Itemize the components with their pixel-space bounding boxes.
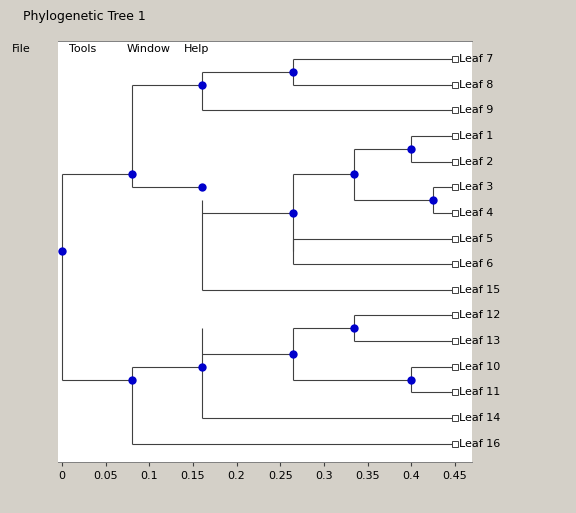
Text: Leaf 7: Leaf 7 — [459, 54, 494, 64]
Text: Leaf 15: Leaf 15 — [459, 285, 501, 295]
Text: Leaf 16: Leaf 16 — [459, 439, 501, 449]
Text: Leaf 4: Leaf 4 — [459, 208, 494, 218]
Text: Leaf 9: Leaf 9 — [459, 105, 494, 115]
Text: Leaf 2: Leaf 2 — [459, 156, 494, 167]
Text: Leaf 12: Leaf 12 — [459, 310, 501, 321]
Text: Tools: Tools — [69, 44, 96, 54]
Text: Help: Help — [184, 44, 210, 54]
Text: Leaf 13: Leaf 13 — [459, 336, 501, 346]
Text: Leaf 14: Leaf 14 — [459, 413, 501, 423]
Text: Leaf 5: Leaf 5 — [459, 233, 494, 244]
Text: Leaf 1: Leaf 1 — [459, 131, 494, 141]
Text: Window: Window — [127, 44, 170, 54]
Text: Leaf 6: Leaf 6 — [459, 259, 494, 269]
Text: Leaf 3: Leaf 3 — [459, 182, 494, 192]
Text: Leaf 10: Leaf 10 — [459, 362, 501, 372]
Text: File: File — [12, 44, 31, 54]
Text: Phylogenetic Tree 1: Phylogenetic Tree 1 — [23, 10, 146, 23]
Text: Leaf 8: Leaf 8 — [459, 80, 494, 90]
Text: Leaf 11: Leaf 11 — [459, 387, 501, 398]
